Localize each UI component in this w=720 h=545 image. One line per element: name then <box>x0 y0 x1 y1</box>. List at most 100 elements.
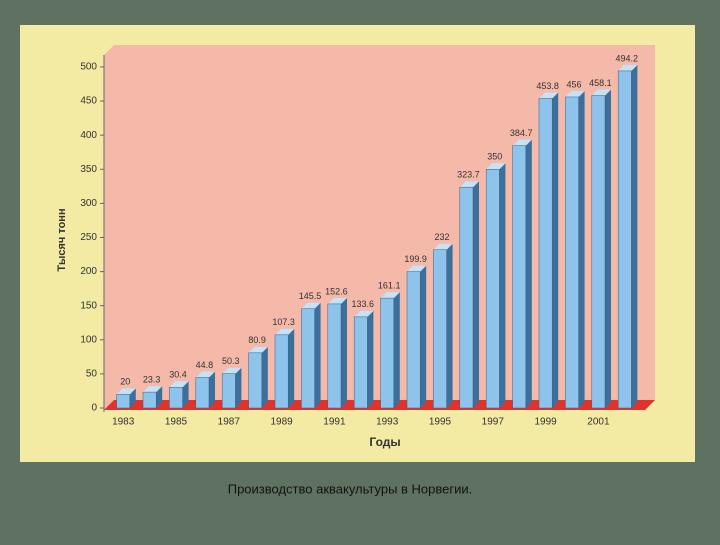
x-tick-label: 1993 <box>376 417 399 428</box>
bar-side <box>525 139 532 408</box>
bar-top <box>512 139 532 146</box>
bar-top <box>327 297 347 304</box>
x-tick-label: 1985 <box>165 417 188 428</box>
bar-top <box>459 181 479 188</box>
bar-side <box>473 181 479 408</box>
value-label: 20 <box>120 377 130 387</box>
y-tick-label: 0 <box>91 403 97 414</box>
x-tick-label: 1997 <box>482 417 505 428</box>
value-label: 453.8 <box>536 81 559 91</box>
bar-top <box>380 292 400 299</box>
bar-side <box>261 346 268 408</box>
y-tick-label: 150 <box>80 300 97 311</box>
value-label: 30.4 <box>169 370 187 380</box>
y-tick-label: 400 <box>80 130 97 141</box>
bar <box>301 308 315 409</box>
bar-top <box>407 265 427 272</box>
value-label: 23.3 <box>143 374 161 384</box>
value-label: 350 <box>487 152 502 162</box>
bar-top <box>275 328 295 335</box>
bar-top <box>248 346 268 353</box>
bar-top <box>565 90 585 97</box>
value-label: 456 <box>566 79 581 89</box>
bar <box>485 169 500 409</box>
y-tick-label: 50 <box>86 369 98 380</box>
y-tick-label: 300 <box>80 198 97 209</box>
bar <box>406 271 421 409</box>
value-label: 44.8 <box>196 360 214 370</box>
bar-top <box>591 89 611 96</box>
value-label: 145.5 <box>299 291 322 301</box>
bar-top <box>433 243 453 250</box>
y-axis-label: Тысяч тонн <box>56 208 68 271</box>
bar-side <box>420 265 427 408</box>
bar-side <box>314 302 321 408</box>
bar <box>433 249 447 409</box>
bar-top <box>222 367 242 374</box>
bar <box>142 391 157 409</box>
bar-side <box>552 92 559 408</box>
y-tick-label: 250 <box>80 232 97 243</box>
bar-side <box>499 163 506 408</box>
bar-top <box>143 386 163 393</box>
bar <box>565 96 579 409</box>
bar <box>459 186 474 409</box>
value-label: 458.1 <box>589 78 612 88</box>
value-label: 323.7 <box>457 170 480 180</box>
bar <box>169 387 183 409</box>
bar <box>195 377 210 409</box>
bar-side <box>182 381 189 408</box>
bar-top <box>116 388 136 395</box>
bar-top <box>195 371 215 378</box>
bar-side <box>631 64 638 408</box>
value-label: 80.9 <box>248 335 266 345</box>
bar <box>221 373 236 409</box>
bar-side <box>235 367 242 408</box>
y-tick-label: 100 <box>80 334 97 345</box>
x-tick-label: 1999 <box>534 417 557 428</box>
value-label: 152.6 <box>325 286 348 296</box>
value-label: 384.7 <box>510 128 533 138</box>
y-tick-label: 350 <box>80 164 97 175</box>
bar-top <box>354 310 374 317</box>
bar-top <box>169 381 189 388</box>
y-tick-label: 450 <box>80 96 97 107</box>
bar-side <box>578 90 585 409</box>
x-tick-label: 1987 <box>218 417 241 428</box>
y-tick-label: 200 <box>80 266 97 277</box>
caption: Производство аквакультуры в Норвегии. <box>228 481 473 496</box>
x-tick-label: 1989 <box>270 417 293 428</box>
x-tick-label: 2001 <box>587 417 610 428</box>
bar-top <box>539 92 559 99</box>
bar-side <box>341 297 347 408</box>
x-tick-label: 1991 <box>323 417 346 428</box>
bar-side <box>209 371 215 408</box>
bar-top <box>486 163 506 170</box>
bar-side <box>367 310 374 408</box>
bar <box>538 98 553 409</box>
value-label: 133.6 <box>352 299 375 309</box>
value-label: 107.3 <box>272 317 295 327</box>
bar <box>327 303 342 409</box>
bar-side <box>446 243 453 408</box>
value-label: 232 <box>434 232 449 242</box>
bar <box>274 334 289 409</box>
bar <box>248 352 263 409</box>
value-label: 161.1 <box>378 280 401 290</box>
y-tick-label: 500 <box>80 62 97 73</box>
bar <box>512 145 527 409</box>
value-label: 494.2 <box>616 53 639 63</box>
value-label: 199.9 <box>404 254 427 264</box>
bar-side <box>393 292 400 408</box>
bar <box>380 297 395 409</box>
bar-top <box>618 64 638 71</box>
bar-top <box>301 302 321 309</box>
bar <box>116 394 131 409</box>
bar-side <box>288 328 295 408</box>
bar-side <box>605 89 611 408</box>
bar-side <box>129 388 136 408</box>
bar-side <box>156 386 163 408</box>
bar <box>353 316 368 409</box>
bar <box>617 70 632 409</box>
